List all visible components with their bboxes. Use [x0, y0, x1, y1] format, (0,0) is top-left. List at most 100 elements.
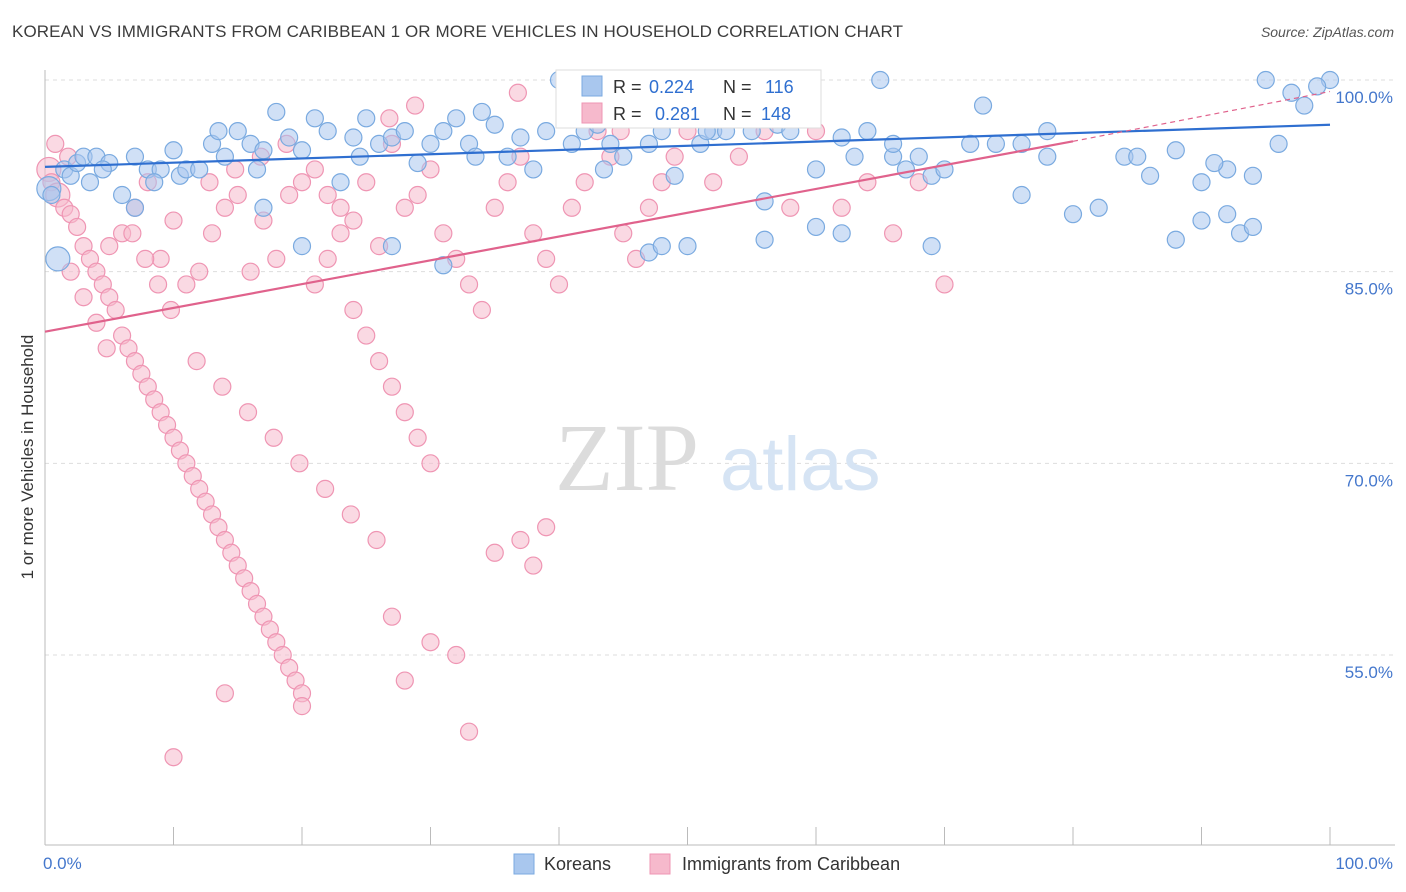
caribbean-point	[408, 185, 427, 205]
caribbean-point	[459, 722, 479, 741]
korean-point	[1192, 211, 1211, 230]
x-min-label: 0.0%	[43, 854, 82, 873]
caribbean-point	[883, 224, 903, 243]
caribbean-point	[382, 607, 402, 626]
caribbean-point	[395, 198, 414, 217]
source-label: Source: ZipAtlas.com	[1260, 24, 1394, 40]
caribbean-point	[290, 454, 309, 473]
caribbean-point	[164, 748, 183, 767]
caribbean-point	[434, 224, 453, 243]
korean-point	[1166, 230, 1185, 249]
korean-point	[292, 141, 312, 160]
caribbean-point	[202, 224, 222, 243]
grid-lines	[45, 79, 1395, 656]
korean-point	[1269, 134, 1288, 153]
korean-point	[318, 122, 337, 141]
korean-point	[447, 109, 466, 128]
caribbean-point	[151, 249, 170, 268]
stats-pink-r-label: R =	[613, 104, 642, 124]
caribbean-point	[177, 275, 196, 294]
korean-point	[678, 237, 697, 256]
chart-title: KOREAN VS IMMIGRANTS FROM CARIBBEAN 1 OR…	[12, 22, 904, 41]
caribbean-point	[316, 479, 335, 498]
korean-point	[434, 122, 453, 141]
stats-pink-n-label: N =	[723, 104, 752, 124]
caribbean-point	[421, 633, 440, 652]
caribbean-point	[781, 198, 800, 217]
korean-point	[1243, 217, 1263, 237]
korean-point	[614, 147, 633, 166]
stats-pink-n-value: 148	[761, 104, 791, 124]
korean-point	[832, 128, 851, 147]
korean-point	[1295, 96, 1314, 115]
korean-point	[254, 198, 273, 217]
korean-point	[601, 134, 620, 153]
caribbean-point	[200, 173, 219, 192]
legend-caribbean-swatch	[649, 853, 671, 875]
y-tick-labels: 100.0% 85.0% 70.0% 55.0%	[1335, 88, 1393, 682]
korean-point	[524, 160, 543, 179]
caribbean-point	[459, 275, 479, 294]
korean-point	[537, 122, 556, 141]
caribbean-point	[832, 198, 851, 217]
caribbean-point	[74, 288, 93, 307]
korean-point	[357, 109, 376, 128]
caribbean-point	[46, 134, 65, 153]
caribbean-point	[280, 185, 299, 205]
korean-point	[961, 134, 980, 153]
caribbean-point	[341, 505, 360, 524]
caribbean-point	[447, 645, 466, 665]
korean-point	[871, 70, 890, 90]
korean-point	[45, 246, 71, 272]
korean-point	[434, 256, 453, 275]
korean-point	[909, 147, 928, 166]
korean-point	[1166, 141, 1185, 160]
korean-point	[1089, 198, 1108, 217]
korean-point	[305, 109, 324, 128]
caribbean-point	[382, 377, 402, 396]
korean-point	[292, 237, 312, 256]
caribbean-point	[344, 211, 363, 230]
caribbean-point	[614, 224, 633, 243]
caribbean-point	[549, 275, 569, 294]
caribbean-point	[267, 249, 286, 268]
y-axis-label: 1 or more Vehicles in Household	[18, 335, 37, 580]
y-tick-label: 70.0%	[1345, 471, 1393, 490]
korean-point	[755, 230, 774, 249]
korean-point	[1012, 185, 1031, 205]
y-tick-label: 55.0%	[1345, 663, 1393, 682]
korean-point	[832, 224, 851, 243]
caribbean-point	[292, 697, 312, 716]
caribbean-point	[639, 198, 659, 217]
caribbean-point	[395, 403, 414, 422]
caribbean-point	[213, 377, 232, 396]
caribbean-point	[367, 530, 386, 550]
korean-point	[164, 141, 183, 160]
korean-point	[93, 160, 112, 179]
korean-point	[209, 122, 228, 141]
caribbean-point	[562, 198, 581, 217]
stats-pink-swatch	[581, 102, 603, 124]
caribbean-point	[344, 300, 363, 320]
korean-point	[1038, 147, 1057, 166]
caribbean-point	[405, 96, 425, 115]
caribbean-point	[395, 671, 414, 690]
korean-point	[1140, 166, 1160, 185]
caribbean-point	[508, 83, 527, 102]
korean-point	[858, 122, 877, 141]
caribbean-point	[68, 217, 87, 237]
korean-point	[215, 147, 234, 166]
korean-point	[511, 128, 530, 147]
korean-point	[331, 173, 350, 192]
korean-point	[145, 173, 164, 192]
caribbean-point	[472, 300, 491, 320]
caribbean-point	[97, 339, 116, 358]
caribbean-point	[370, 352, 389, 371]
caribbean-point	[228, 185, 247, 205]
watermark-zip: ZIP	[555, 404, 699, 511]
korean-point	[1256, 70, 1275, 90]
korean-point	[1218, 205, 1237, 224]
legend-koreans-swatch	[513, 853, 535, 875]
korean-point	[1063, 205, 1083, 224]
korean-point	[42, 185, 61, 205]
